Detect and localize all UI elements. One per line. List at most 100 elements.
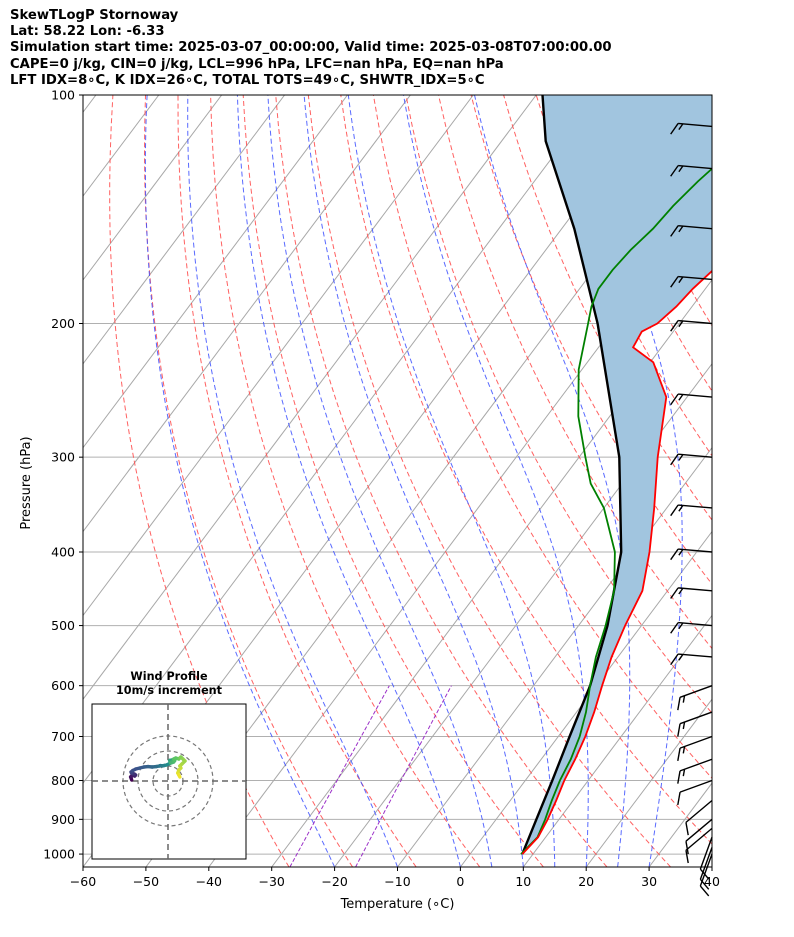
x-tick-label: −60 [70, 874, 96, 889]
dry-adiabat-line [372, 95, 712, 779]
profile-lines [520, 95, 712, 855]
wind-barb [670, 587, 713, 599]
wind-barb [670, 393, 713, 406]
title-line-indices: LFT IDX=8∘C, K IDX=26∘C, TOTAL TOTS=49∘C… [10, 72, 485, 88]
x-tick-label: −10 [384, 874, 410, 889]
wind-barb-feather [685, 841, 689, 855]
wind-barb-feather [678, 165, 684, 173]
wind-barb-feather [677, 747, 681, 762]
wind-barb-feather [678, 276, 684, 284]
x-tick-label: 30 [641, 874, 657, 889]
wind-barb [699, 836, 713, 880]
isotherm-line [83, 95, 348, 449]
wind-barb-feather [677, 697, 681, 711]
dry-adiabat-line [405, 95, 712, 714]
wind-barb [670, 453, 713, 466]
wind-barb [670, 548, 713, 561]
x-tick-label: 0 [456, 874, 464, 889]
isotherm-line [711, 866, 712, 867]
wind-barb [670, 653, 713, 666]
moist-adiabat-line [403, 95, 589, 867]
wind-barb-feather [678, 225, 684, 233]
chart-title: SkewTLogP Stornoway Lat: 58.22 Lon: -6.3… [10, 8, 612, 89]
wind-barb-feather [678, 505, 684, 512]
axes: −60 −50 −40 −30 −20 −10 0 10 20 30 40 1000 900 800 700… [19, 88, 720, 913]
wind-barb-feather [670, 393, 679, 406]
wind-barb-feather [682, 695, 686, 703]
wind-barb-staff [699, 836, 713, 870]
isotherm-line [83, 95, 286, 365]
wind-barb-feather [670, 548, 679, 561]
hodograph-title-line1: Wind Profile [130, 670, 208, 683]
moist-adiabat-line [567, 95, 683, 867]
hodograph-inset [91, 703, 247, 860]
wind-barb [685, 818, 713, 855]
x-tick-label: −30 [259, 874, 285, 889]
wind-barb-feather [682, 721, 686, 730]
wind-barb-feather [685, 850, 689, 864]
hodograph-segment [177, 773, 182, 779]
wind-barb [670, 225, 713, 237]
wind-barb [670, 621, 713, 634]
wind-barb-staff [678, 122, 713, 128]
wind-barb-staff [679, 758, 713, 772]
wind-barb-feather [677, 770, 681, 784]
cape-shading [522, 95, 712, 855]
wind-barb-staff [685, 827, 713, 851]
wind-barb [699, 847, 713, 890]
y-tick-label: 1000 [43, 847, 75, 862]
wind-barb [685, 799, 713, 836]
y-tick-label: 400 [51, 545, 75, 560]
wind-barb-staff [685, 818, 713, 842]
wind-barb-feather [670, 453, 679, 466]
isotherm-line [83, 95, 474, 617]
wind-barb-feather [670, 165, 679, 177]
wind-barb-feather [670, 622, 679, 634]
dry-adiabat-line [109, 95, 290, 867]
wind-barb [670, 504, 713, 517]
isotherm-line [397, 446, 712, 867]
x-tick-label: 20 [578, 874, 594, 889]
wind-barb [677, 758, 713, 784]
wind-barb-feather [699, 878, 710, 890]
wind-barb-staff [679, 685, 713, 698]
x-axis-label: Temperature (∘C) [340, 897, 455, 912]
reference-lines [83, 95, 712, 867]
wind-barb-staff [678, 548, 713, 553]
title-line-station: SkewTLogP Stornoway [10, 8, 179, 23]
isotherm-line [585, 698, 712, 867]
dry-adiabat-line [242, 95, 544, 867]
x-tick-label: 40 [704, 874, 720, 889]
dry-adiabat-line [210, 95, 481, 867]
isotherm-line [83, 95, 223, 281]
y-tick-label: 500 [51, 618, 75, 633]
wind-barb-staff [679, 711, 713, 725]
wind-barb [677, 711, 713, 737]
moist-adiabat-line [144, 95, 336, 867]
wind-barb-feather [670, 653, 679, 666]
wind-barb-staff [678, 621, 713, 627]
wind-barb-feather [670, 587, 679, 599]
moist-adiabat-line [303, 95, 524, 867]
cape-cin-area [522, 95, 712, 855]
wind-barb [670, 275, 713, 288]
wind-barb-feather [699, 868, 710, 880]
isotherm-line [83, 95, 411, 533]
mixing-ratio-line [289, 685, 390, 867]
wind-barb-staff [685, 799, 713, 823]
dry-adiabat-line [340, 95, 712, 845]
dewpoint-line [520, 167, 712, 855]
moist-adiabat-line [236, 95, 461, 867]
moist-adiabat-line [267, 95, 493, 867]
wind-barb-feather [682, 746, 686, 754]
x-tick-label: −20 [321, 874, 347, 889]
wind-barbs [670, 122, 713, 897]
wind-barb [685, 827, 713, 864]
wind-barb-staff [678, 393, 713, 398]
wind-barb-feather [678, 320, 684, 328]
wind-barb-feather [677, 723, 681, 737]
y-tick-label: 900 [51, 812, 75, 827]
isotherm-line [271, 279, 712, 867]
wind-barb-feather [678, 549, 684, 556]
